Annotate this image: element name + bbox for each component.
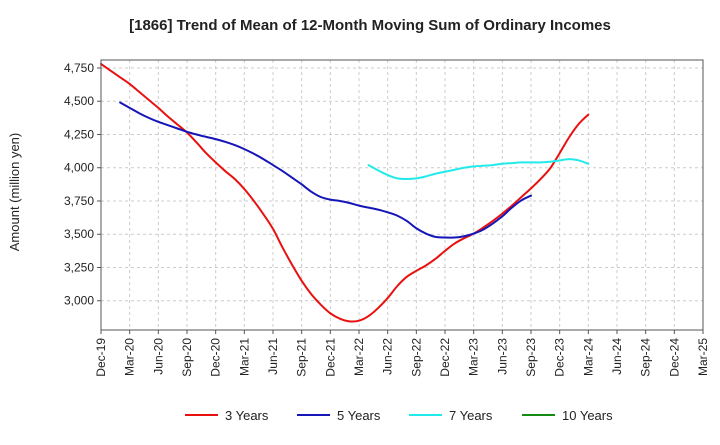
legend: 3 Years 5 Years 7 Years 10 Years xyxy=(185,408,613,423)
y-tick-label: 4,500 xyxy=(64,94,94,108)
x-tick-label: Jun-20 xyxy=(151,338,165,375)
y-tick-label: 3,500 xyxy=(64,227,94,241)
y-tick-label: 3,250 xyxy=(64,260,94,274)
x-tick-label: Mar-20 xyxy=(123,338,137,376)
chart-title: [1866] Trend of Mean of 12-Month Moving … xyxy=(129,17,611,34)
legend-label-3-years: 3 Years xyxy=(225,408,269,423)
y-tick-label: 4,750 xyxy=(64,61,94,75)
series-line-7-years xyxy=(367,158,590,181)
x-tick-label: Dec-21 xyxy=(323,338,337,377)
x-tick-label: Dec-22 xyxy=(438,338,452,377)
x-axis: Dec-19 Mar-20 Jun-20 Sep-20 Dec-20 Mar-21 Jun-… xyxy=(94,330,710,377)
y-tick-label: 4,250 xyxy=(64,127,94,141)
x-tick-label: Mar-22 xyxy=(352,338,366,376)
x-tick-label: Jun-22 xyxy=(381,338,395,375)
x-tick-label: Mar-24 xyxy=(581,338,595,376)
x-tick-label: Sep-23 xyxy=(524,338,538,377)
series-layer xyxy=(100,62,590,323)
x-tick-label: Dec-24 xyxy=(667,338,681,377)
series-line-5-years xyxy=(119,101,532,239)
y-axis-label: Amount (million yen) xyxy=(7,133,22,252)
x-tick-label: Sep-22 xyxy=(409,338,423,377)
x-tick-label: Mar-25 xyxy=(696,338,710,376)
x-tick-label: Jun-21 xyxy=(266,338,280,375)
x-tick-label: Dec-19 xyxy=(94,338,108,377)
x-tick-label: Sep-20 xyxy=(180,338,194,377)
legend-label-10-years: 10 Years xyxy=(562,408,613,423)
x-tick-label: Dec-23 xyxy=(553,338,567,377)
x-tick-label: Jun-24 xyxy=(610,338,624,375)
x-tick-label: Jun-23 xyxy=(495,338,509,375)
y-axis: 3,000 3,250 3,500 3,750 4,000 4,250 4,500 4,750 xyxy=(64,61,101,308)
y-tick-label: 3,750 xyxy=(64,194,94,208)
series-line-3-years xyxy=(100,62,590,323)
x-tick-label: Mar-23 xyxy=(467,338,481,376)
y-tick-label: 4,000 xyxy=(64,161,94,175)
x-tick-label: Sep-24 xyxy=(639,338,653,377)
x-tick-label: Mar-21 xyxy=(237,338,251,376)
legend-label-5-years: 5 Years xyxy=(337,408,381,423)
y-tick-label: 3,000 xyxy=(64,294,94,308)
x-tick-label: Dec-20 xyxy=(209,338,223,377)
x-tick-label: Sep-21 xyxy=(295,338,309,377)
grid-layer xyxy=(101,60,703,330)
plot-area xyxy=(100,59,704,331)
legend-label-7-years: 7 Years xyxy=(449,408,493,423)
